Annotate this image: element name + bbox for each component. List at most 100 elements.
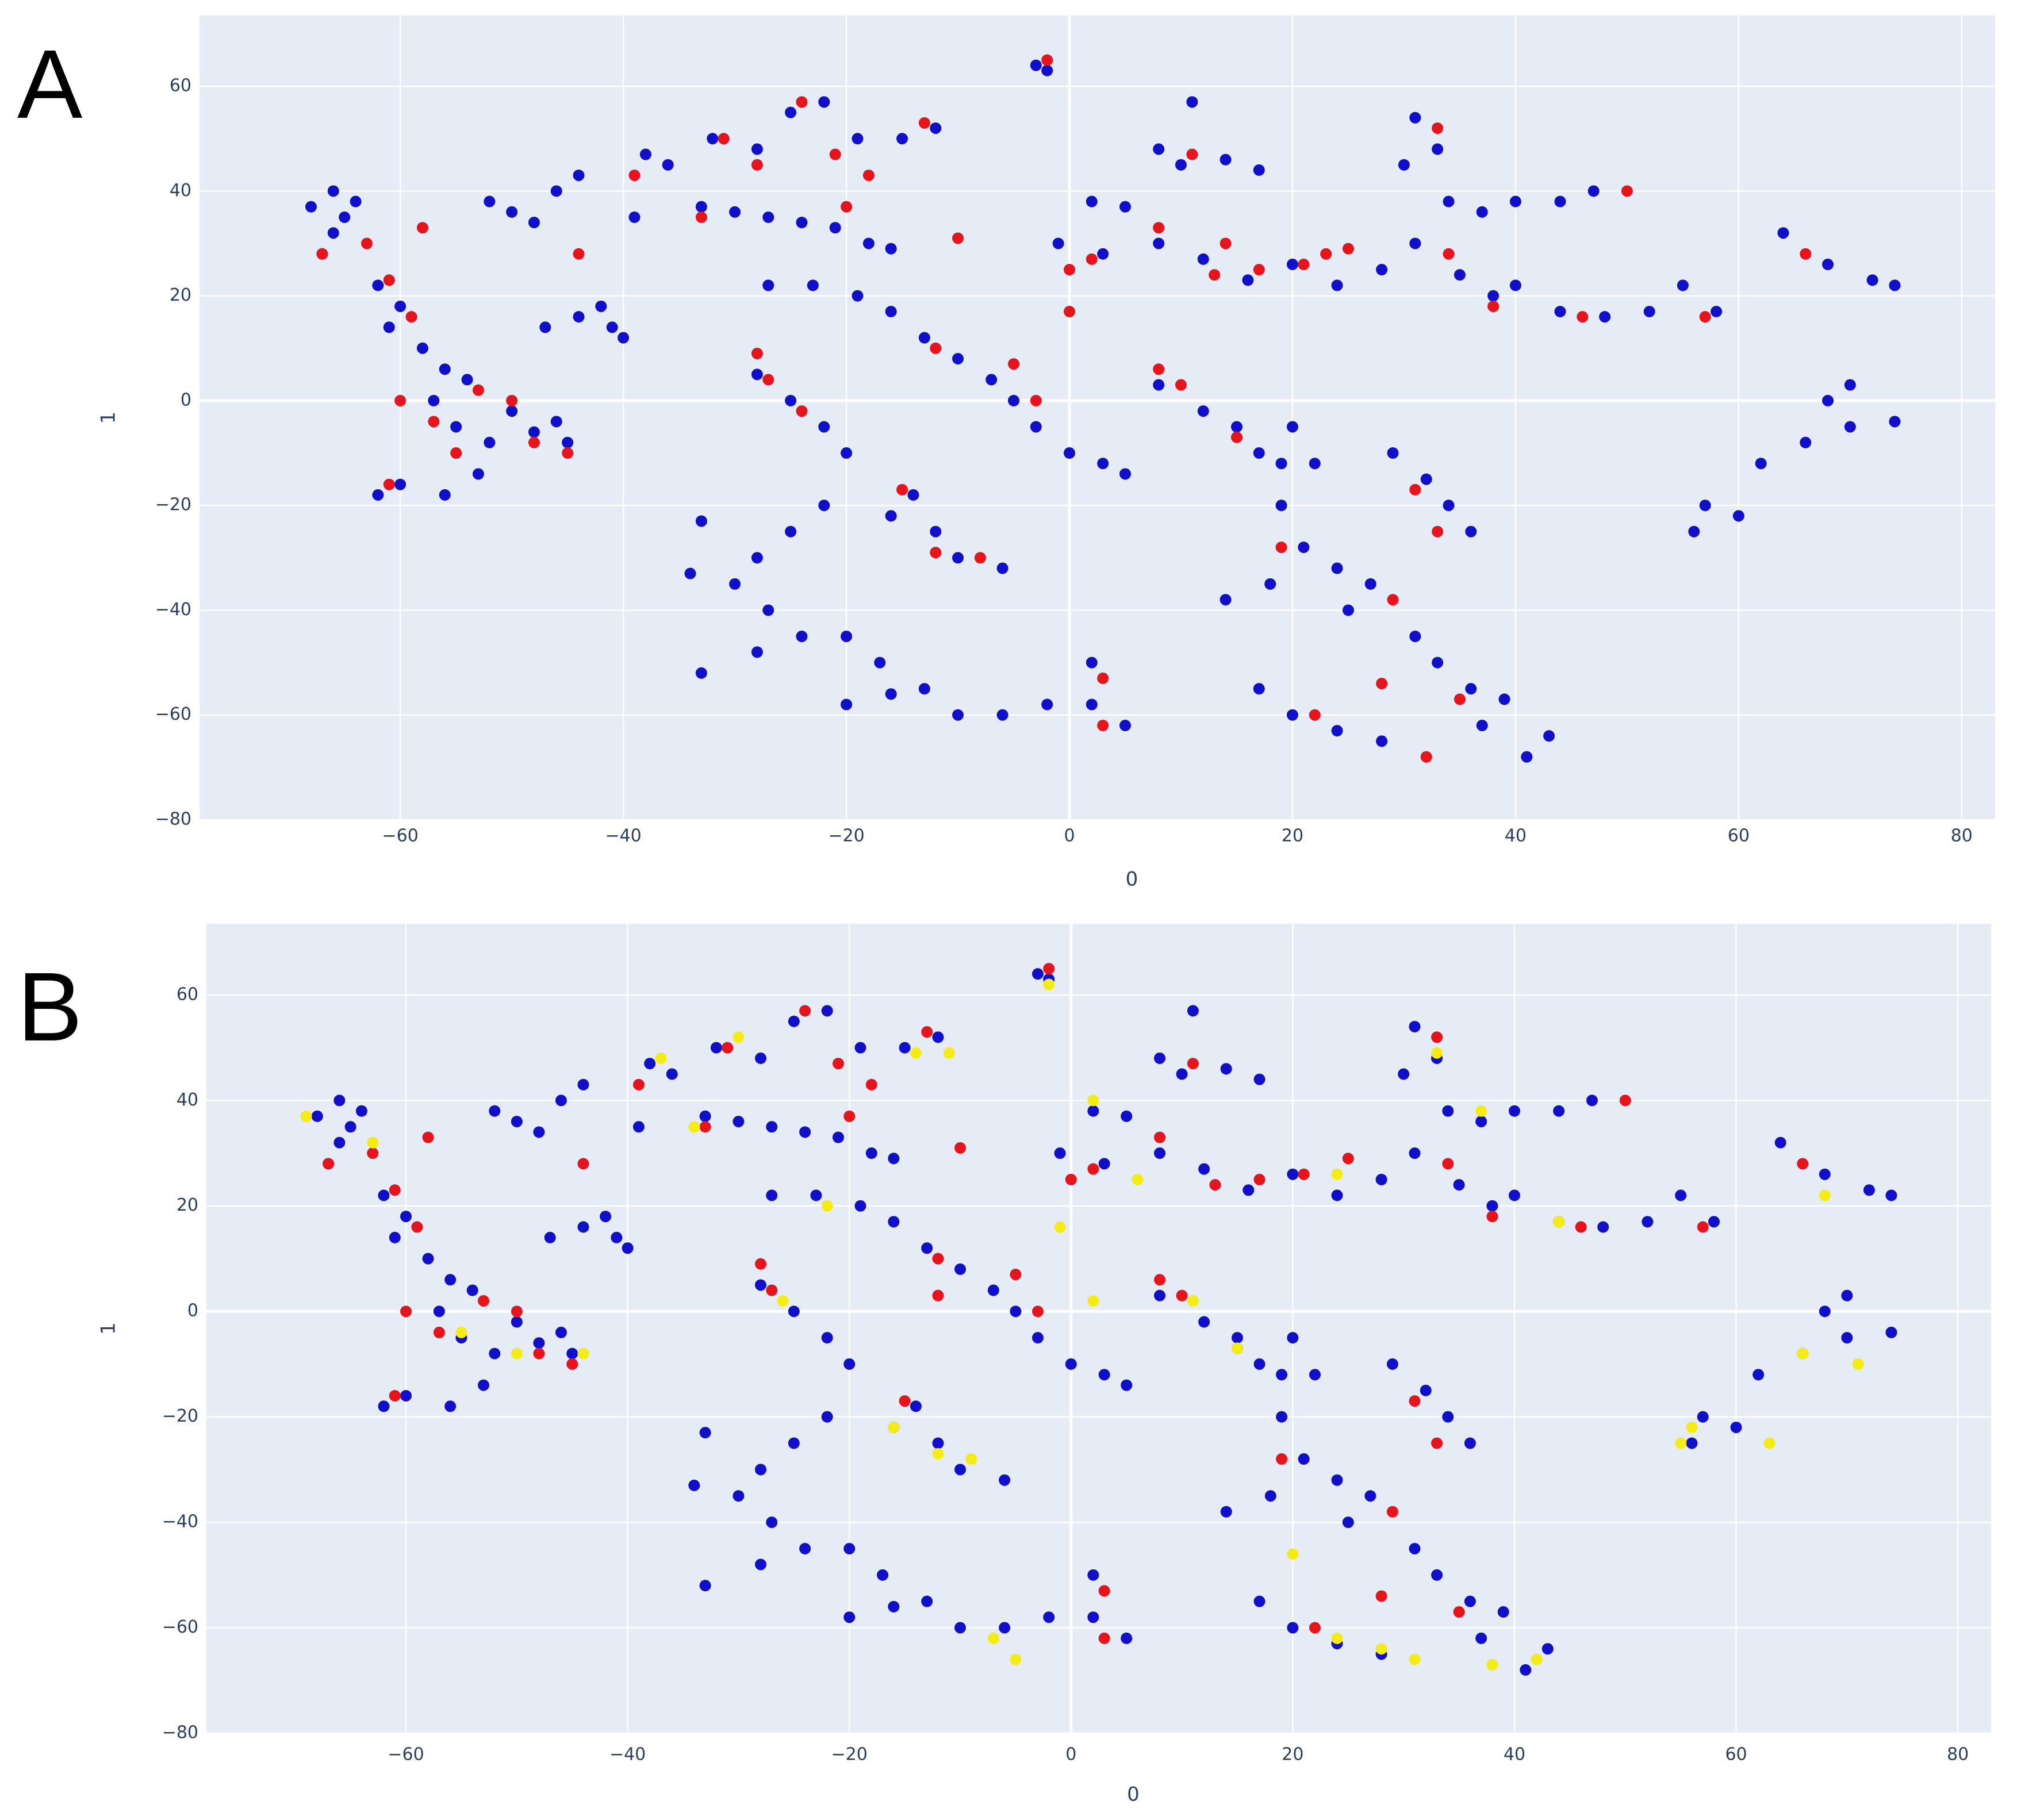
point (1454, 693, 1466, 705)
point (1553, 1216, 1565, 1228)
point (821, 1332, 833, 1344)
point (1889, 416, 1901, 428)
point (544, 1231, 556, 1243)
point (841, 631, 853, 643)
point (1286, 421, 1298, 433)
x-axis-title: 0 (1126, 868, 1138, 891)
point (1087, 1163, 1099, 1175)
point (1375, 1643, 1387, 1655)
point (1253, 264, 1265, 276)
point (632, 1121, 645, 1133)
point (796, 96, 808, 108)
point (762, 604, 774, 616)
point (433, 1326, 445, 1338)
point (1376, 264, 1388, 276)
point (477, 1295, 489, 1307)
point (766, 1189, 778, 1201)
point (528, 426, 540, 438)
point (1187, 1058, 1199, 1070)
point (785, 394, 797, 406)
y-tick-label: −20 (162, 1406, 198, 1426)
point (1376, 735, 1388, 747)
point (1686, 1421, 1698, 1433)
point (762, 211, 774, 223)
point (1432, 656, 1444, 669)
point (865, 1078, 877, 1091)
point (327, 185, 339, 197)
point (954, 1142, 967, 1154)
point (1364, 578, 1376, 590)
point (1264, 578, 1276, 590)
point (1443, 195, 1455, 208)
x-tick-label: −60 (388, 1745, 424, 1765)
point (1320, 248, 1332, 260)
point (439, 363, 451, 375)
point (316, 248, 328, 260)
point (766, 1284, 778, 1296)
point (606, 321, 618, 333)
point (843, 1358, 856, 1370)
point (707, 133, 719, 145)
point (1230, 421, 1242, 433)
point (1275, 542, 1287, 554)
point (932, 1289, 944, 1301)
point (1431, 1569, 1443, 1581)
point (1342, 1516, 1354, 1529)
point (1031, 1306, 1044, 1318)
y-tick-label: 60 (177, 984, 198, 1004)
point (918, 683, 930, 695)
point (821, 1005, 833, 1017)
point (1431, 1031, 1443, 1043)
point (1253, 1358, 1265, 1370)
y-tick-label: −60 (162, 1617, 198, 1637)
point (1008, 358, 1020, 370)
point (1219, 237, 1232, 249)
point (489, 1105, 501, 1117)
point (852, 133, 864, 145)
point (1889, 279, 1901, 291)
point (595, 300, 607, 312)
point (1432, 525, 1444, 537)
point (1486, 1658, 1498, 1671)
point (1276, 1453, 1288, 1465)
point (394, 394, 406, 406)
point (484, 436, 496, 448)
point (921, 1595, 933, 1607)
point (1711, 305, 1723, 317)
point (389, 1184, 401, 1196)
point (1253, 447, 1265, 459)
point (1031, 968, 1044, 980)
point (1521, 751, 1533, 763)
point (411, 1221, 423, 1233)
point (952, 709, 964, 721)
point (400, 1389, 412, 1402)
point (1364, 1490, 1376, 1502)
point (655, 1052, 667, 1064)
y-tick-label: −40 (155, 600, 191, 620)
point (439, 489, 451, 501)
point (367, 1136, 379, 1149)
point (1031, 1332, 1044, 1344)
point (466, 1284, 478, 1296)
point (566, 1358, 578, 1370)
point (821, 1411, 833, 1423)
point (796, 217, 808, 229)
point (1086, 195, 1098, 208)
point (1197, 405, 1209, 417)
point (1331, 725, 1343, 737)
point (799, 1542, 811, 1554)
point (1052, 237, 1064, 249)
point (788, 1306, 800, 1318)
point (1065, 1358, 1077, 1370)
point (416, 222, 428, 234)
point (829, 148, 841, 160)
point (433, 1306, 445, 1318)
point (1064, 447, 1076, 459)
x-tick-label: −20 (828, 826, 864, 846)
point (618, 332, 630, 344)
point (550, 185, 562, 197)
point (1286, 709, 1298, 721)
point (1230, 431, 1242, 443)
point (1822, 394, 1834, 406)
point (394, 478, 406, 490)
